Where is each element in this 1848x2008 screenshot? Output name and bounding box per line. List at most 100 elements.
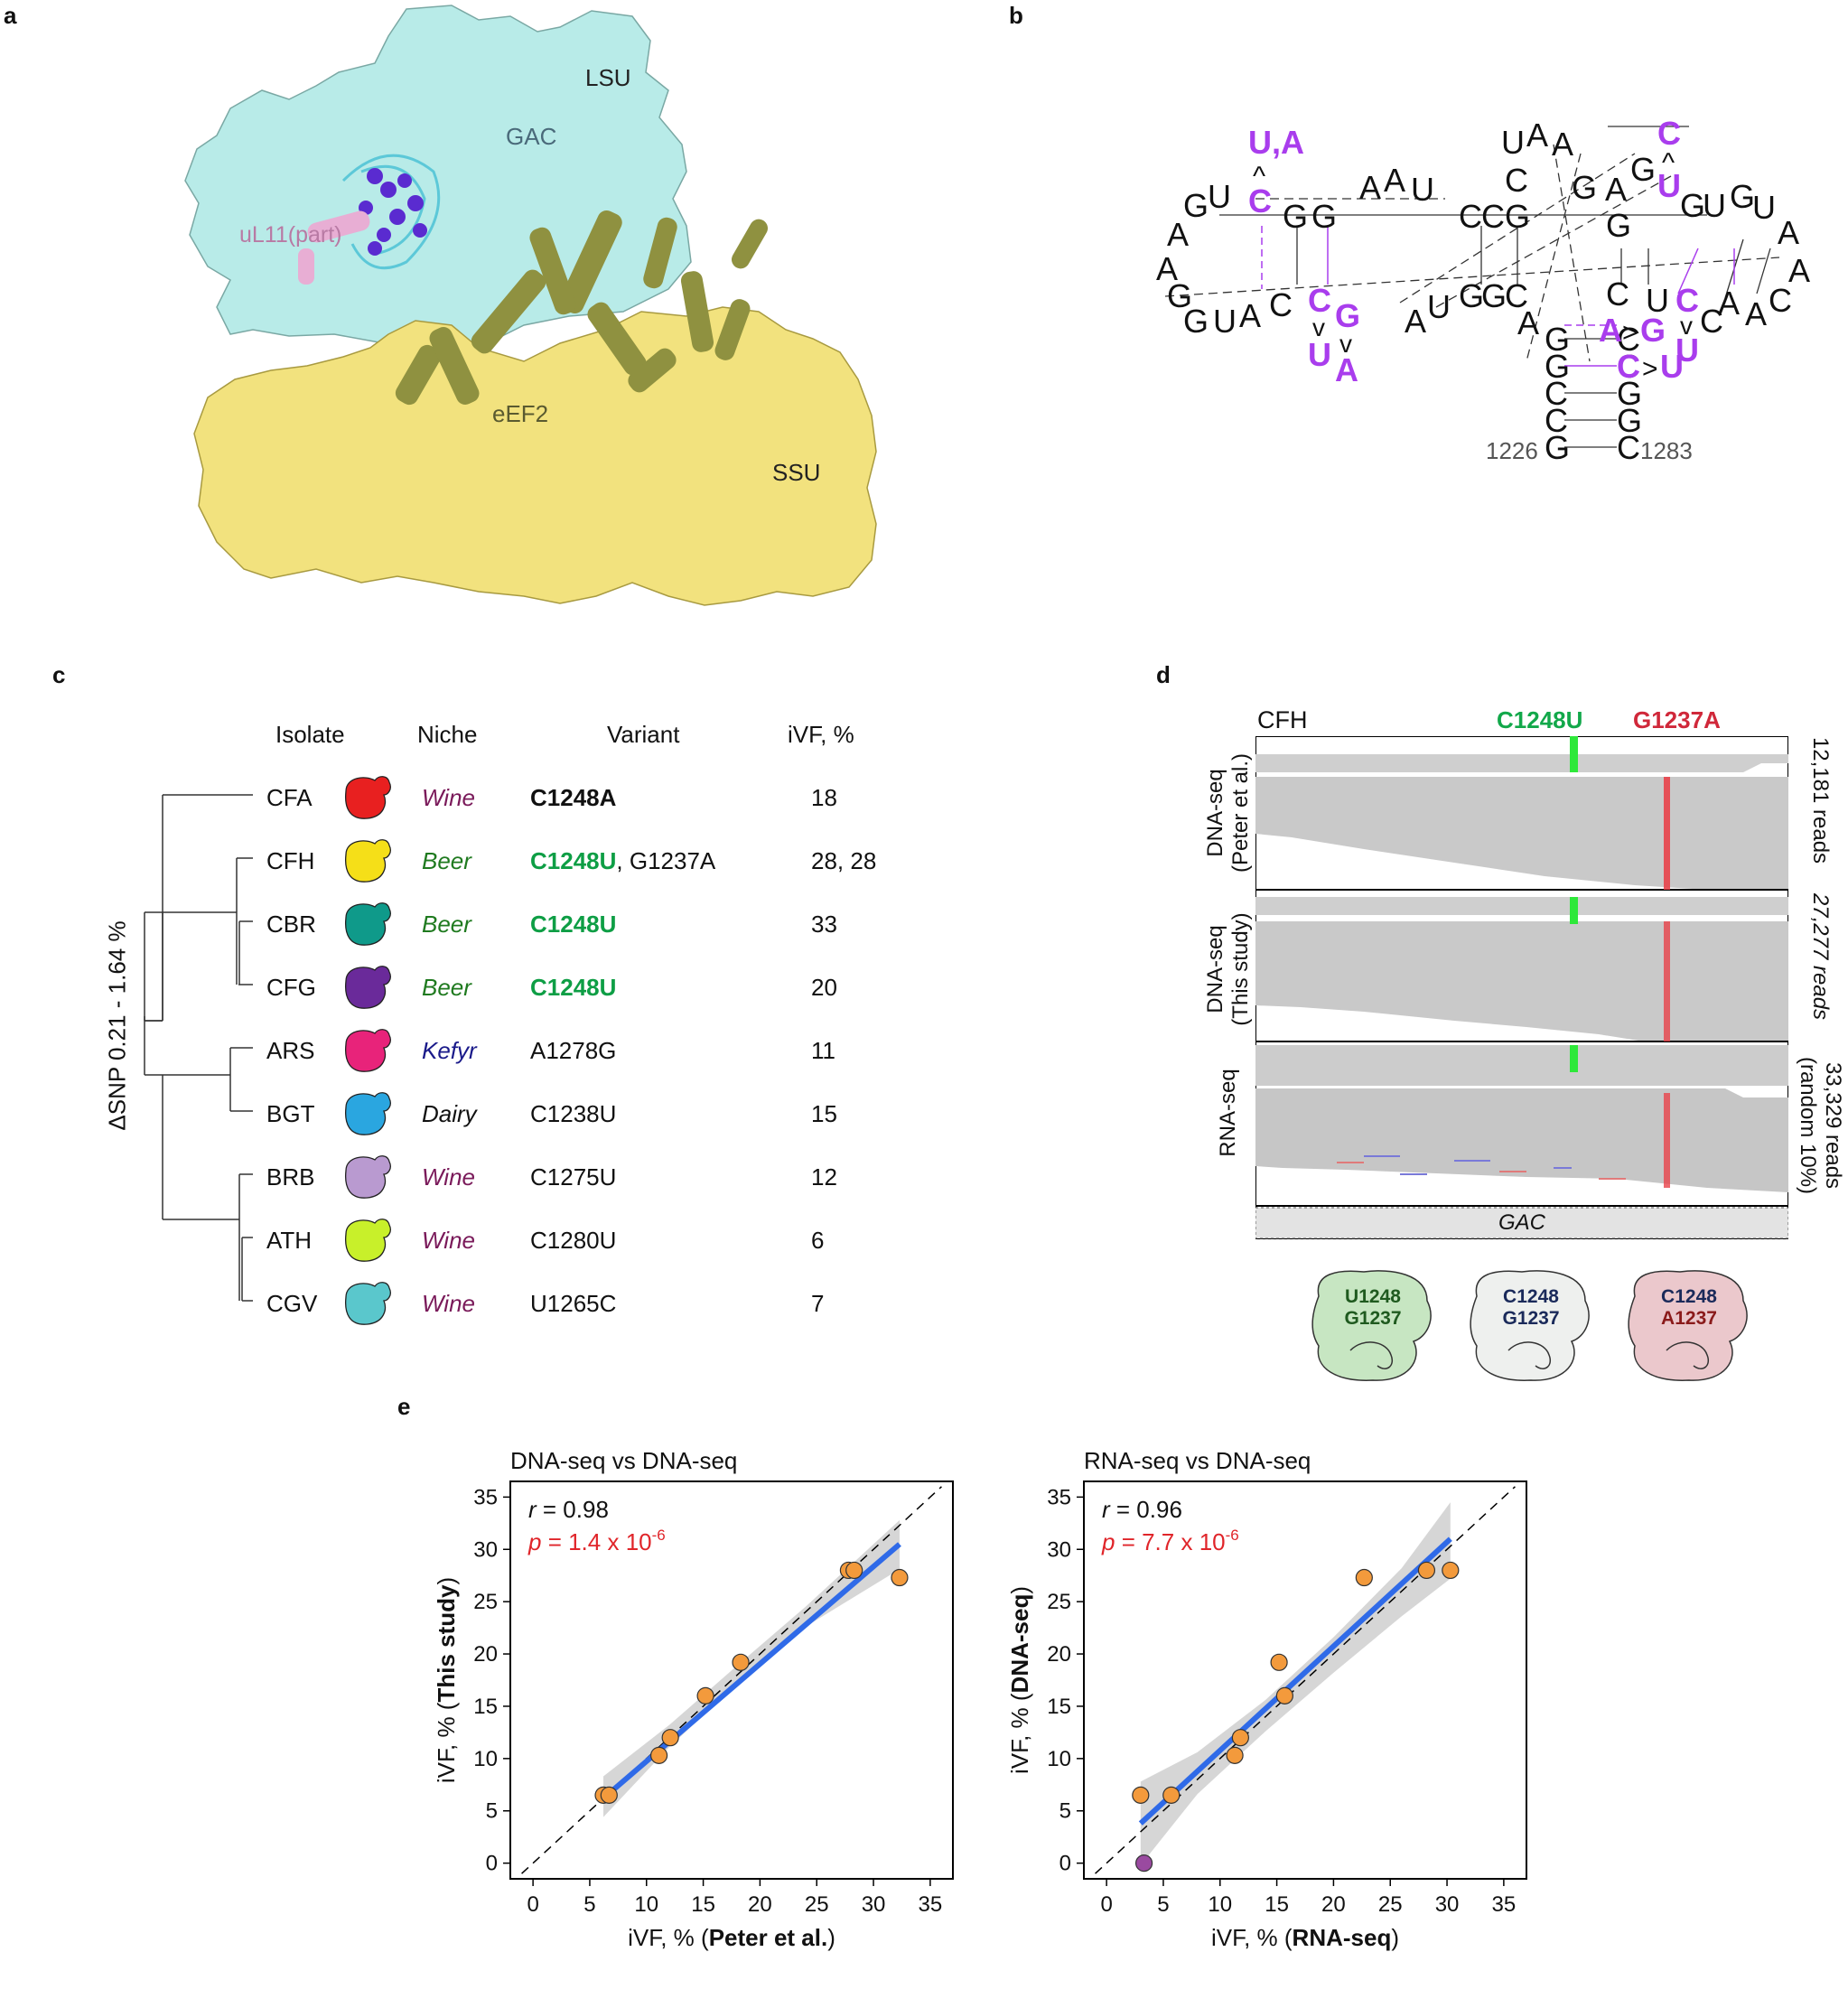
track-label: DNA-seq (Peter et al.) bbox=[1201, 753, 1255, 873]
track-rna bbox=[1255, 1045, 1788, 1192]
variant-primary: A1278G bbox=[530, 1037, 617, 1064]
nt-l6: G bbox=[1183, 303, 1209, 340]
marker-g1237a: G1237A bbox=[1633, 706, 1721, 733]
read-count-line1: 27,277 reads bbox=[1808, 892, 1833, 1021]
ssu-label: SSU bbox=[772, 459, 820, 486]
variant-cell: C1275U bbox=[530, 1163, 616, 1191]
read-count-line1: 33,329 reads bbox=[1821, 1061, 1845, 1190]
yeast-cell-icon bbox=[344, 1219, 391, 1262]
data-point bbox=[732, 1653, 750, 1671]
nt-rr-g1: G bbox=[1680, 187, 1705, 224]
header-variant: Variant bbox=[607, 721, 680, 748]
variant-cell: C1280U bbox=[530, 1227, 616, 1255]
panel-label-a: a bbox=[4, 2, 17, 29]
nt-l9: C bbox=[1269, 286, 1293, 323]
mut2-var: U bbox=[1308, 336, 1331, 373]
nt-top-a1: A bbox=[1359, 169, 1381, 206]
nt-number-1226: 1226 bbox=[1486, 437, 1538, 464]
yeast-cell-icon bbox=[344, 902, 391, 946]
nt-bs-c1: C bbox=[1545, 375, 1568, 412]
nt-l2: U bbox=[1208, 178, 1231, 215]
nt-rl-a3: A bbox=[1745, 295, 1767, 332]
y-axis-label: iVF, % (DNA-seq) bbox=[1006, 1586, 1033, 1774]
nt-mid-c1: C bbox=[1459, 198, 1482, 235]
ivf-value: 12 bbox=[811, 1163, 837, 1191]
track-label: RNA-seq bbox=[1201, 1069, 1255, 1156]
gac-label: GAC bbox=[506, 123, 556, 150]
mut1-top: U,A bbox=[1248, 124, 1304, 161]
variant-primary: C1248U bbox=[530, 974, 617, 1001]
track-label-line1: DNA-seq bbox=[1203, 925, 1227, 1013]
dendrogram bbox=[144, 794, 253, 1302]
nt-midb-g1: G bbox=[1459, 277, 1484, 314]
variant-primary: C1248U bbox=[530, 847, 617, 874]
nt-hp-u: U bbox=[1501, 124, 1525, 161]
variant-primary: C1280U bbox=[530, 1227, 617, 1254]
x-tick-label: 25 bbox=[1378, 1892, 1403, 1917]
regression-line bbox=[1138, 1536, 1452, 1826]
nt-hp-g: G bbox=[1572, 169, 1597, 206]
plot-title: RNA-seq vs DNA-seq bbox=[1084, 1447, 1311, 1474]
marker-c1248u: C1248U bbox=[1497, 706, 1583, 733]
yeast-cell-icon bbox=[344, 1092, 391, 1135]
niche-name: Dairy bbox=[422, 1100, 477, 1127]
ribosome-line1: U1248 bbox=[1345, 1286, 1401, 1307]
isolate-name: CFA bbox=[266, 784, 313, 811]
variant-cell: C1248U bbox=[530, 974, 616, 1002]
data-point bbox=[696, 1686, 714, 1704]
nt-bot-u: U bbox=[1427, 288, 1451, 325]
ul11-label: uL11(part) bbox=[239, 222, 342, 247]
yeast-cell-icon bbox=[344, 776, 391, 819]
x-tick-label: 0 bbox=[1100, 1892, 1112, 1917]
panel-label-e: e bbox=[397, 1393, 411, 1420]
panel-label-b: b bbox=[1009, 2, 1023, 29]
nt-l5: G bbox=[1167, 277, 1192, 314]
lsu-label: LSU bbox=[585, 64, 631, 91]
nt-stem-g1: G bbox=[1283, 198, 1308, 235]
plot-title: DNA-seq vs DNA-seq bbox=[510, 1447, 737, 1474]
ivf-value: 28, 28 bbox=[811, 847, 877, 874]
scatter-plot: RNA-seq vs DNA-seq 0 0 5 5 10 10 15 15 20 20 25 25 30… bbox=[1006, 1447, 1527, 1951]
nt-bs-a: A bbox=[1517, 304, 1539, 341]
yeast-cell-icon bbox=[344, 1029, 391, 1072]
isolate-name: CGV bbox=[266, 1290, 318, 1317]
p-statistic: p = 7.7 x 10-6 bbox=[1101, 1527, 1239, 1555]
panel-label-c: c bbox=[52, 661, 66, 688]
y-tick-label: 15 bbox=[1047, 1695, 1071, 1719]
read-tracks bbox=[1255, 736, 1788, 1239]
x-tick-label: 30 bbox=[862, 1892, 886, 1917]
nt-top-a2: A bbox=[1384, 162, 1405, 199]
mut7-sym: > bbox=[1642, 354, 1658, 384]
nt-rl-a4: A bbox=[1718, 285, 1740, 322]
eef2-structure bbox=[395, 210, 768, 406]
x-tick-label: 35 bbox=[1492, 1892, 1517, 1917]
ribosome-line1: C1248 bbox=[1661, 1286, 1717, 1307]
mut7-from: C bbox=[1617, 348, 1640, 385]
variant-cell: C1248A bbox=[530, 784, 616, 812]
variant-primary: C1238U bbox=[530, 1100, 617, 1127]
yeast-cell-icon bbox=[344, 839, 391, 883]
mut5-caret: v bbox=[1680, 312, 1693, 340]
nt-stem-g2: G bbox=[1311, 198, 1337, 235]
yeast-cell-icon bbox=[344, 1155, 391, 1199]
header-isolate: Isolate bbox=[275, 721, 345, 748]
isolate-name: CFG bbox=[266, 974, 316, 1001]
x-tick-label: 5 bbox=[583, 1892, 595, 1917]
p-statistic: p = 1.4 x 10-6 bbox=[527, 1527, 666, 1555]
nt-br-g2: G bbox=[1617, 402, 1642, 439]
nt-midb-c: C bbox=[1505, 277, 1528, 314]
mut2-base: C bbox=[1308, 282, 1331, 319]
nt-hp-c: C bbox=[1505, 162, 1528, 199]
nt-bs-g2: G bbox=[1545, 348, 1570, 385]
isolate-name: CBR bbox=[266, 911, 316, 938]
ivf-value: 33 bbox=[811, 911, 837, 938]
y-tick-label: 30 bbox=[473, 1537, 498, 1562]
y-tick-label: 5 bbox=[486, 1799, 498, 1824]
nt-number-1283: 1283 bbox=[1640, 437, 1693, 464]
y-tick-label: 15 bbox=[473, 1695, 498, 1719]
x-tick-label: 20 bbox=[1321, 1892, 1346, 1917]
y-tick-label: 30 bbox=[1047, 1537, 1071, 1562]
